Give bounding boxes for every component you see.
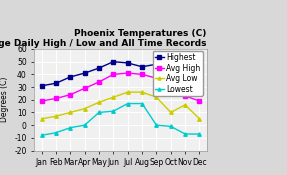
Avg High bbox=[97, 81, 101, 83]
Lowest bbox=[83, 124, 86, 126]
Highest bbox=[83, 72, 86, 74]
Avg Low bbox=[83, 108, 86, 110]
Lowest bbox=[183, 133, 187, 135]
Lowest bbox=[126, 103, 129, 105]
Avg Low bbox=[112, 96, 115, 98]
Avg High bbox=[126, 72, 129, 74]
Avg High bbox=[169, 86, 172, 88]
Lowest bbox=[155, 124, 158, 126]
Highest bbox=[183, 81, 187, 83]
Lowest bbox=[69, 127, 72, 129]
Highest bbox=[140, 66, 144, 68]
Avg High bbox=[140, 73, 144, 75]
Avg Low bbox=[140, 91, 144, 93]
Lowest bbox=[54, 132, 58, 134]
Line: Avg High: Avg High bbox=[40, 71, 201, 103]
Avg Low bbox=[198, 118, 201, 120]
Highest bbox=[69, 76, 72, 78]
Highest bbox=[126, 62, 129, 64]
Avg High bbox=[69, 94, 72, 96]
Avg High bbox=[83, 87, 86, 89]
Avg Low bbox=[97, 101, 101, 103]
Avg Low bbox=[169, 111, 172, 114]
Text: Phoenix Temperatures (C)
Average Daily High / Low and All Time Records: Phoenix Temperatures (C) Average Daily H… bbox=[0, 29, 207, 48]
Lowest bbox=[97, 111, 101, 114]
Line: Lowest: Lowest bbox=[40, 102, 201, 137]
Highest bbox=[54, 82, 58, 84]
Avg High bbox=[54, 97, 58, 100]
Highest bbox=[155, 63, 158, 65]
Avg High bbox=[112, 73, 115, 75]
Lowest bbox=[112, 110, 115, 112]
Lowest bbox=[198, 133, 201, 135]
Line: Avg Low: Avg Low bbox=[40, 90, 201, 121]
Legend: Highest, Avg High, Avg Low, Lowest: Highest, Avg High, Avg Low, Lowest bbox=[152, 51, 203, 96]
Avg High bbox=[198, 100, 201, 102]
Highest bbox=[169, 72, 172, 74]
Avg High bbox=[183, 95, 187, 97]
Highest bbox=[198, 85, 201, 87]
Line: Highest: Highest bbox=[40, 60, 201, 88]
Avg High bbox=[155, 77, 158, 79]
Avg Low bbox=[126, 91, 129, 93]
Highest bbox=[40, 85, 43, 87]
Avg High bbox=[40, 100, 43, 102]
Y-axis label: Degrees (C): Degrees (C) bbox=[0, 77, 9, 122]
Avg Low bbox=[40, 118, 43, 120]
Lowest bbox=[40, 134, 43, 136]
Avg Low bbox=[54, 115, 58, 117]
Lowest bbox=[140, 103, 144, 105]
Avg Low bbox=[155, 96, 158, 98]
Highest bbox=[112, 61, 115, 63]
Highest bbox=[97, 67, 101, 69]
Avg Low bbox=[183, 104, 187, 106]
Avg Low bbox=[69, 111, 72, 114]
Lowest bbox=[169, 125, 172, 127]
